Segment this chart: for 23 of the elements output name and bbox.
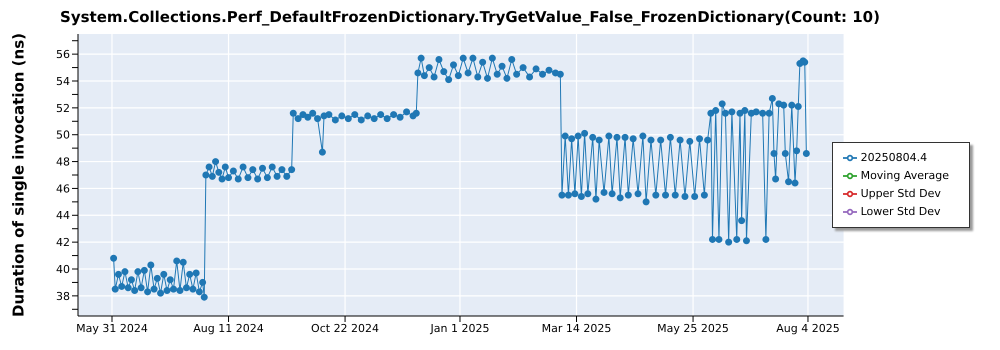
x-tick-label: Oct 22 2024: [311, 322, 380, 335]
y-tick-label: 44: [56, 209, 70, 222]
legend-label: Lower Std Dev: [860, 205, 941, 218]
y-tick-label: 46: [56, 182, 70, 196]
y-axis-title: Duration of single invocation (ns): [9, 33, 28, 317]
legend-label: Moving Average: [860, 169, 949, 182]
chart-title: System.Collections.Perf_DefaultFrozenDictionary.TryGetValue_False_FrozenDictionary(Count: 10): [59, 8, 881, 26]
x-tick-label: May 25 2025: [657, 322, 729, 335]
legend-label: 20250804.4: [860, 151, 928, 164]
y-tick-label: 42: [56, 236, 70, 250]
y-tick-label: 40: [56, 262, 70, 276]
x-tick-label: May 31 2024: [76, 322, 148, 335]
x-tick-label: Aug 4 2025: [776, 322, 840, 335]
y-tick-label: 38: [56, 290, 70, 303]
y-tick-label: 52: [56, 102, 70, 115]
x-tick-label: Mar 14 2025: [542, 322, 612, 335]
y-tick-label: 48: [56, 155, 70, 168]
x-tick-label: Aug 11 2024: [193, 322, 264, 335]
y-tick-label: 50: [56, 128, 70, 142]
legend-label: Upper Std Dev: [860, 187, 941, 200]
y-tick-label: 56: [56, 48, 70, 62]
y-tick-label: 54: [56, 74, 70, 88]
x-tick-label: Jan 1 2025: [430, 322, 490, 335]
